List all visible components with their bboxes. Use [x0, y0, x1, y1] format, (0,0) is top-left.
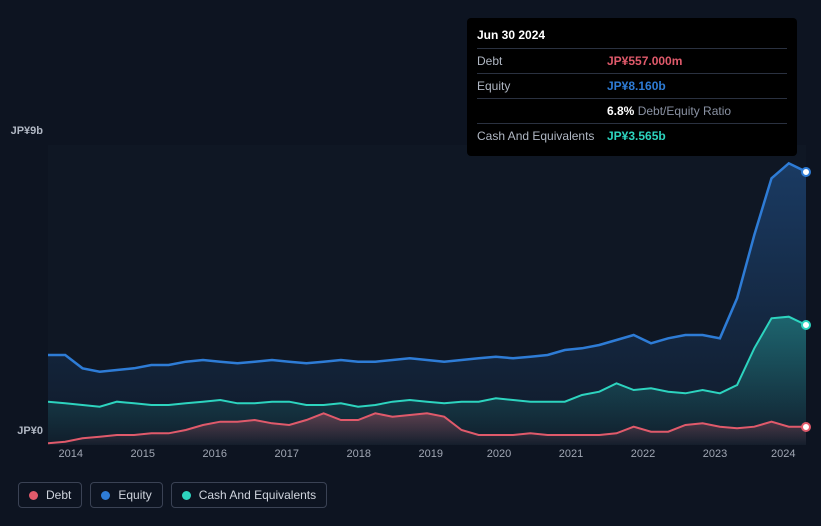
- tooltip-row-label: Cash And Equivalents: [477, 127, 607, 145]
- legend-item-equity[interactable]: Equity: [90, 482, 162, 508]
- legend-dot-icon: [29, 491, 38, 500]
- x-tick-2014: 2014: [58, 448, 82, 460]
- x-axis: 2014 2015 2016 2017 2018 2019 2020 2021 2022 2023…: [48, 448, 806, 468]
- tooltip-row-value: JP¥8.160b: [607, 77, 666, 95]
- x-tick-2021: 2021: [559, 448, 583, 460]
- tooltip-row-2: 6.8% Debt/Equity Ratio: [477, 98, 787, 123]
- chart-legend: Debt Equity Cash And Equivalents: [18, 482, 327, 508]
- x-tick-2024: 2024: [771, 448, 795, 460]
- legend-label: Equity: [118, 488, 151, 502]
- legend-dot-icon: [101, 491, 110, 500]
- y-axis-min-label: JP¥0: [3, 425, 43, 437]
- x-tick-2020: 2020: [487, 448, 511, 460]
- tooltip-row-value: JP¥557.000m: [607, 52, 682, 70]
- legend-dot-icon: [182, 491, 191, 500]
- tooltip-row-label: Debt: [477, 52, 607, 70]
- cash-end-marker: [801, 320, 811, 330]
- x-tick-2022: 2022: [631, 448, 655, 460]
- legend-item-cash-and-equivalents[interactable]: Cash And Equivalents: [171, 482, 327, 508]
- legend-label: Debt: [46, 488, 71, 502]
- tooltip-row-value: 6.8% Debt/Equity Ratio: [607, 102, 731, 120]
- tooltip-row-3: Cash And EquivalentsJP¥3.565b: [477, 123, 787, 148]
- x-tick-2019: 2019: [419, 448, 443, 460]
- x-tick-2017: 2017: [275, 448, 299, 460]
- chart-svg[interactable]: [48, 145, 806, 445]
- x-tick-2018: 2018: [347, 448, 371, 460]
- tooltip-row-label: [477, 102, 607, 120]
- legend-label: Cash And Equivalents: [199, 488, 316, 502]
- x-tick-2015: 2015: [131, 448, 155, 460]
- tooltip-row-label: Equity: [477, 77, 607, 95]
- tooltip-row-value: JP¥3.565b: [607, 127, 666, 145]
- legend-item-debt[interactable]: Debt: [18, 482, 82, 508]
- tooltip-row-1: EquityJP¥8.160b: [477, 73, 787, 98]
- chart-tooltip: Jun 30 2024 DebtJP¥557.000mEquityJP¥8.16…: [467, 18, 797, 156]
- tooltip-date: Jun 30 2024: [477, 26, 787, 48]
- x-tick-2023: 2023: [703, 448, 727, 460]
- x-tick-2016: 2016: [203, 448, 227, 460]
- debt-end-marker: [801, 422, 811, 432]
- y-axis-max-label: JP¥9b: [3, 125, 43, 137]
- tooltip-row-0: DebtJP¥557.000m: [477, 48, 787, 73]
- equity-end-marker: [801, 167, 811, 177]
